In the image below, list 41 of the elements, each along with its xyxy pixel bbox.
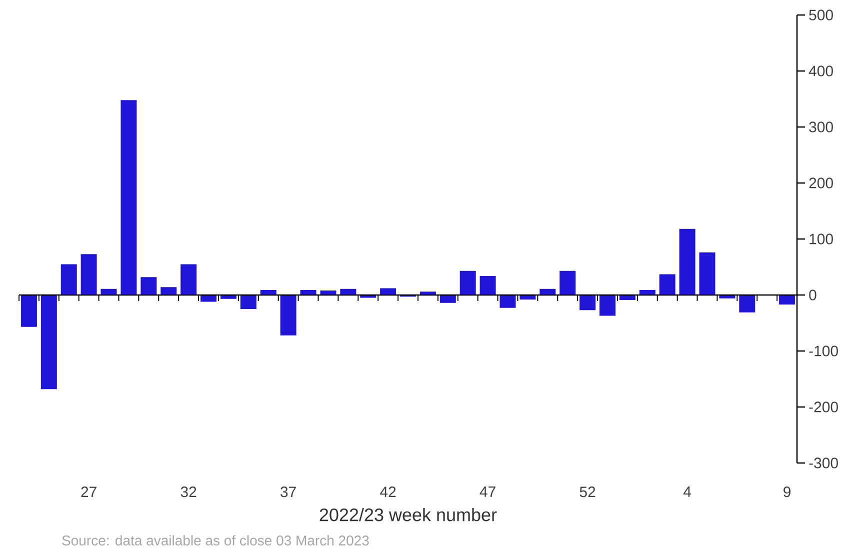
bar xyxy=(699,252,716,295)
x-tick-label: 27 xyxy=(81,486,96,498)
y-tick-label: 200 xyxy=(809,178,833,188)
y-tick-label: 500 xyxy=(809,10,833,20)
x-tick-label: 42 xyxy=(380,486,396,498)
y-tick-label: -300 xyxy=(809,458,838,468)
y-tick-label: -100 xyxy=(809,346,838,356)
bar xyxy=(599,294,616,316)
bar xyxy=(280,294,296,336)
x-tick-label: 37 xyxy=(280,486,296,498)
bar xyxy=(560,270,576,295)
bar xyxy=(460,270,476,295)
x-tick-label: 4 xyxy=(683,486,692,497)
x-tick-label: 47 xyxy=(480,486,496,497)
y-tick-label: -200 xyxy=(809,402,838,412)
bar xyxy=(40,294,57,390)
bar xyxy=(20,294,37,327)
y-tick-label: 300 xyxy=(809,122,833,132)
bar xyxy=(779,294,796,305)
bar xyxy=(80,254,97,295)
bar xyxy=(480,276,496,295)
y-tick-label: 400 xyxy=(808,66,833,76)
bar xyxy=(440,294,456,303)
x-axis-title: 2022/23 week number xyxy=(320,508,497,522)
bar xyxy=(240,294,256,309)
bar xyxy=(160,287,177,295)
y-tick-label: 0 xyxy=(809,290,816,300)
x-tick-label: 9 xyxy=(784,486,790,498)
bar xyxy=(739,294,756,312)
x-tick-label: 52 xyxy=(580,486,596,498)
source-note: Source: data available as of close 03 March 2023 xyxy=(62,535,369,546)
bar xyxy=(500,294,516,308)
bar xyxy=(60,264,77,295)
bar xyxy=(180,264,197,295)
bar xyxy=(140,277,157,295)
bar xyxy=(580,294,596,310)
y-tick-label: 100 xyxy=(810,234,833,244)
x-tick-label: 32 xyxy=(180,486,196,498)
bar xyxy=(659,274,676,295)
bar xyxy=(679,228,696,295)
bar xyxy=(120,100,137,295)
